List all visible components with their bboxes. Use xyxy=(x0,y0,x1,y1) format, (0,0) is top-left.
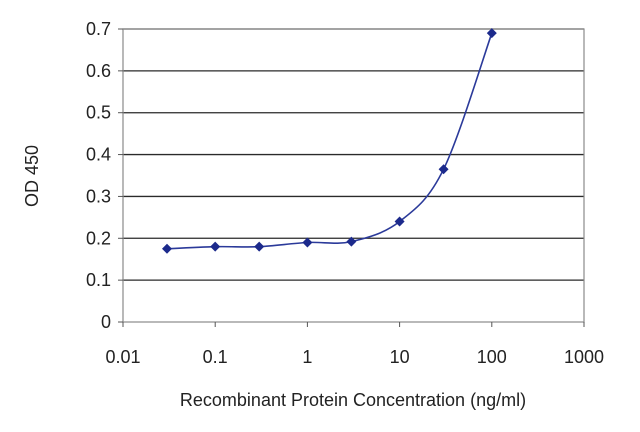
x-tick-label: 100 xyxy=(477,347,507,367)
y-tick-label: 0.6 xyxy=(86,61,111,81)
y-tick-label: 0.4 xyxy=(86,145,111,165)
series-line xyxy=(166,32,493,250)
data-point xyxy=(486,28,497,39)
x-axis-label: Recombinant Protein Concentration (ng/ml… xyxy=(180,390,526,410)
data-point xyxy=(346,236,357,247)
data-point xyxy=(394,216,405,227)
y-tick-label: 0.1 xyxy=(86,270,111,290)
y-tick-label: 0.5 xyxy=(86,103,111,123)
y-axis-ticks: 0 0.1 0.2 0.3 0.4 0.5 0.6 0.7 xyxy=(86,19,123,332)
data-point xyxy=(210,241,221,252)
data-point xyxy=(254,241,265,252)
x-tick-label: 1 xyxy=(302,347,312,367)
data-markers xyxy=(161,28,497,254)
plot-area xyxy=(122,28,585,323)
x-tick-label: 1000 xyxy=(564,347,604,367)
x-axis-ticks: 0.01 0.1 1 10 100 1000 xyxy=(105,322,604,367)
x-tick-label: 0.1 xyxy=(203,347,228,367)
y-tick-label: 0.2 xyxy=(86,228,111,248)
y-tick-label: 0.7 xyxy=(86,19,111,39)
y-tick-label: 0 xyxy=(101,312,111,332)
x-tick-label: 10 xyxy=(390,347,410,367)
x-tick-label: 0.01 xyxy=(105,347,140,367)
y-axis-label: OD 450 xyxy=(22,145,42,207)
data-point xyxy=(438,164,449,175)
data-point xyxy=(302,237,313,248)
y-tick-label: 0.3 xyxy=(86,186,111,206)
data-point xyxy=(161,243,172,254)
